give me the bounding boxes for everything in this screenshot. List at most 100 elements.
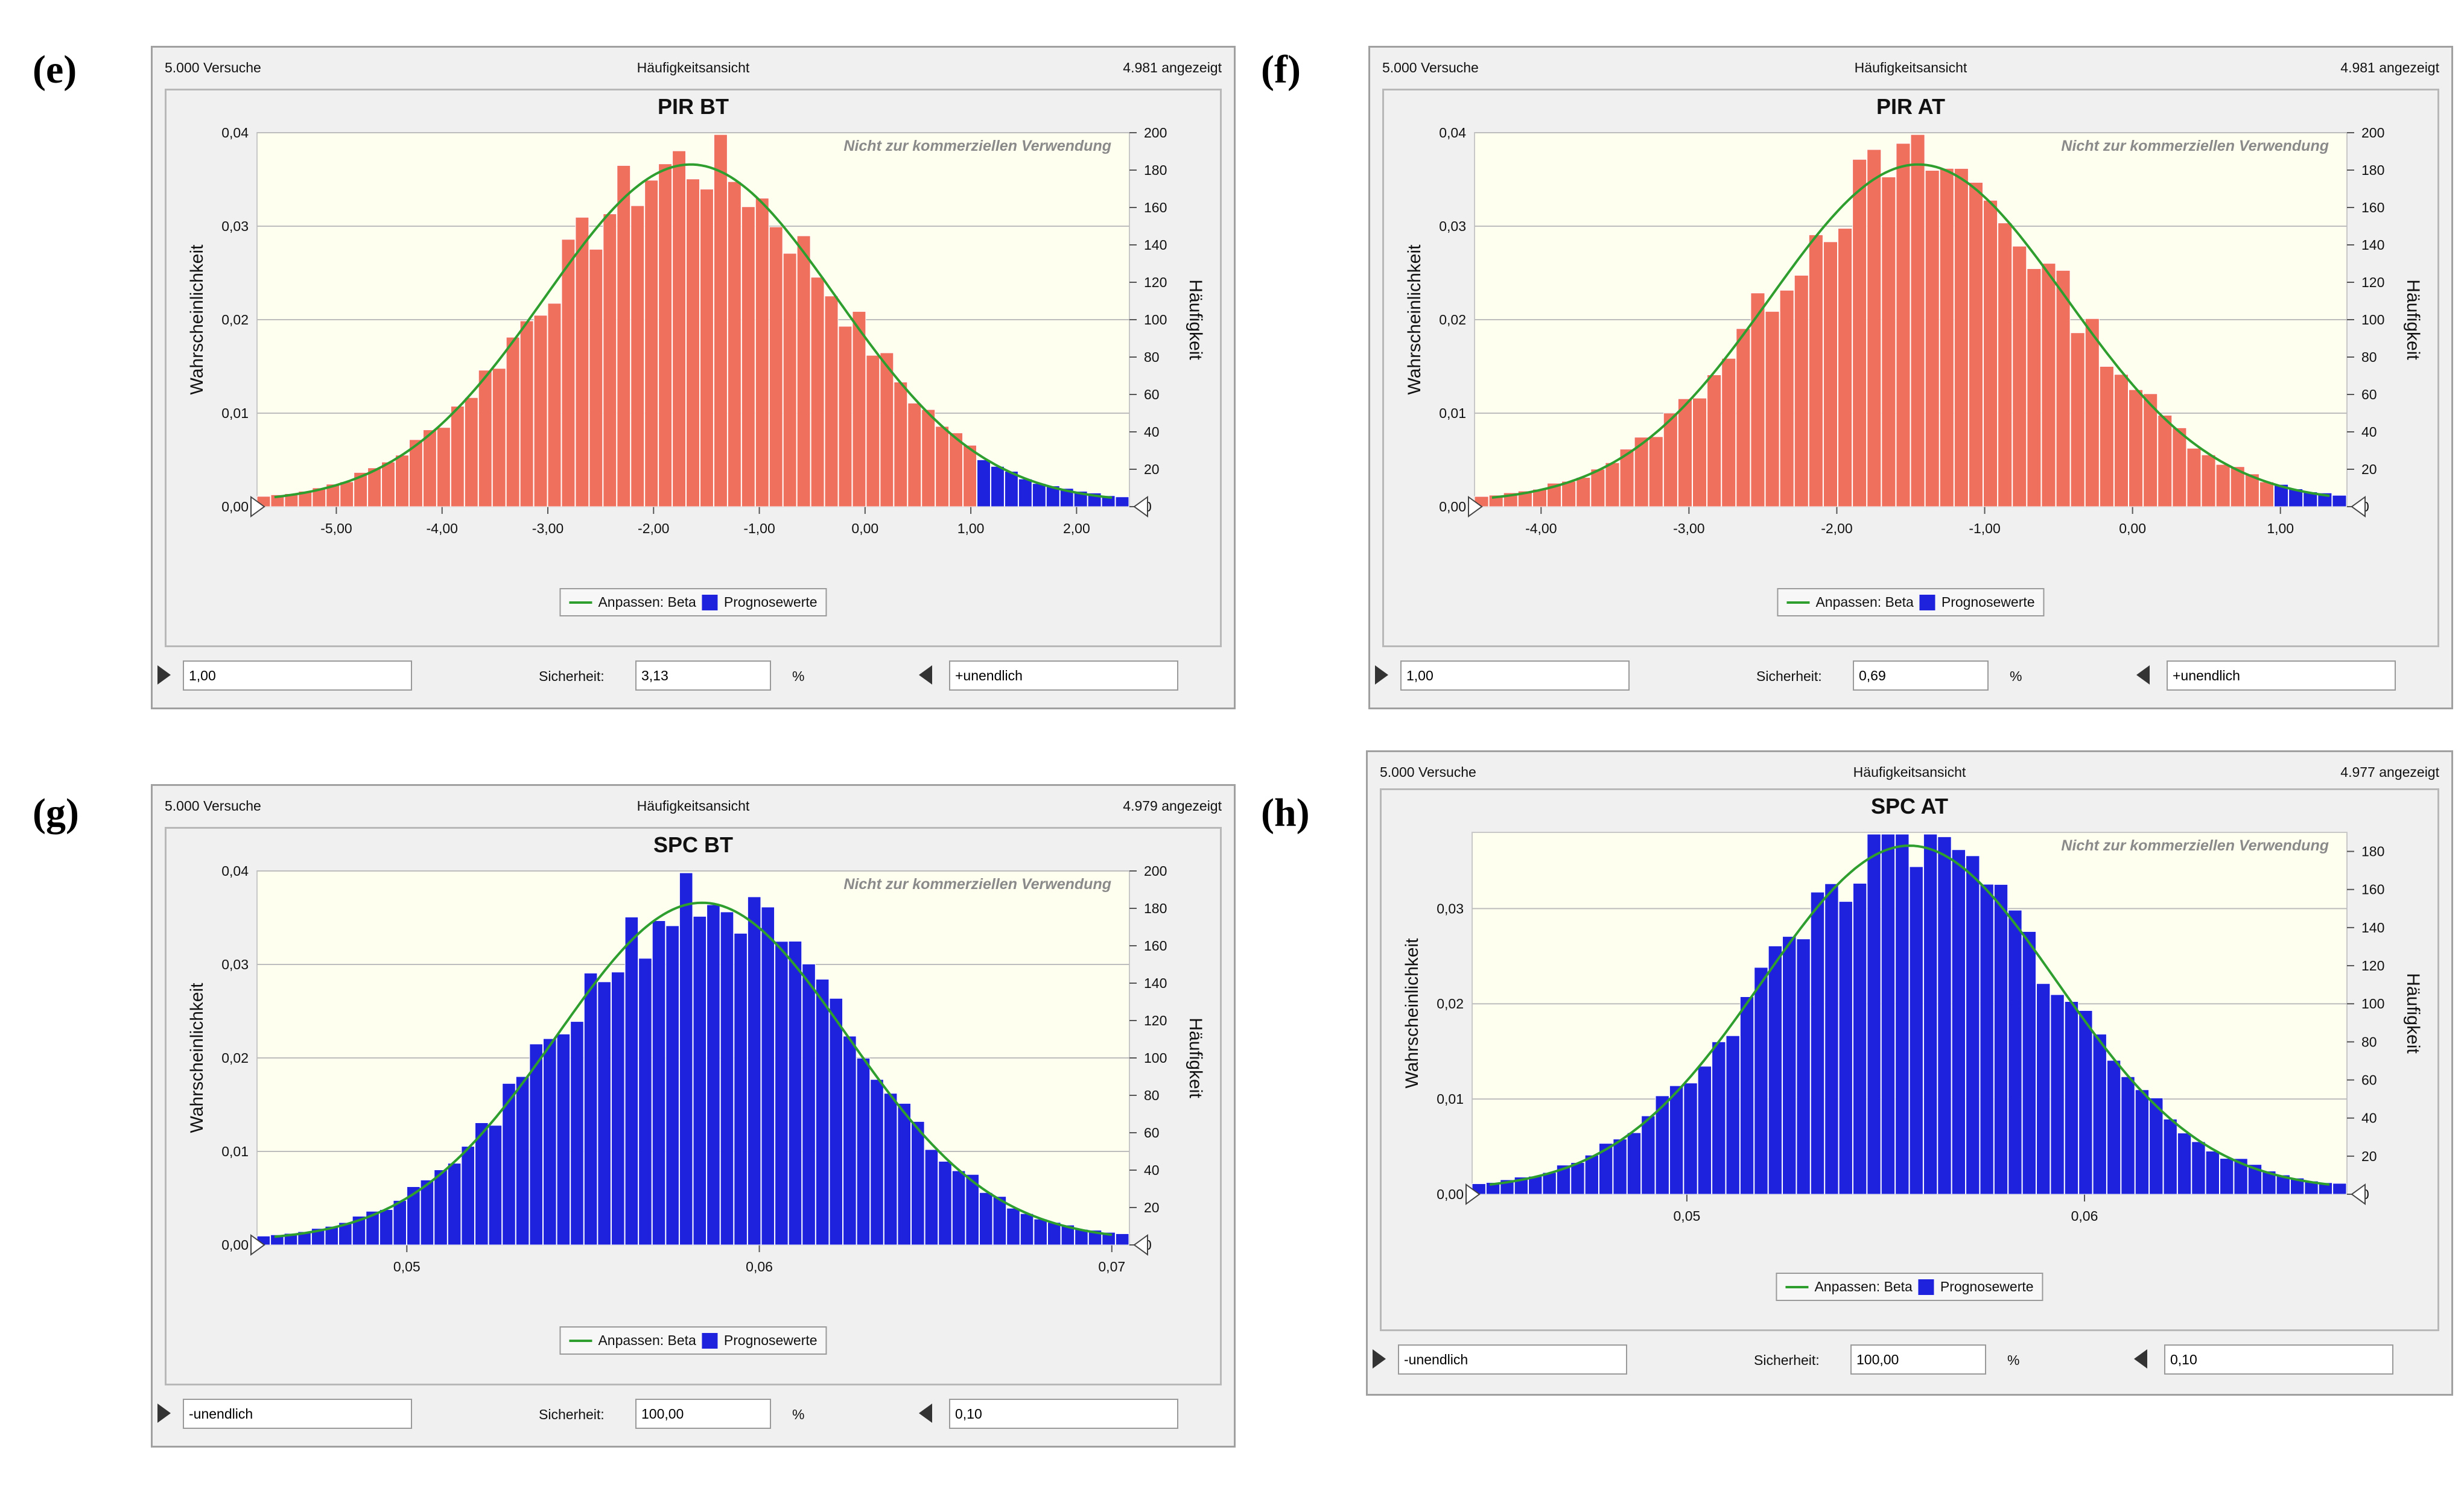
histogram-bar	[2022, 931, 2036, 1195]
y2-tick-label: 20	[1144, 1200, 1160, 1215]
histogram-bar	[492, 368, 506, 507]
histogram-bar	[1951, 849, 1966, 1195]
histogram-bar	[464, 397, 478, 507]
chart-title: PIR BT	[657, 94, 729, 119]
panel-label: (e)	[33, 48, 77, 92]
y2-tick-label: 160	[1144, 938, 1167, 954]
histogram-bar	[1779, 290, 1794, 507]
right-grabber-icon[interactable]	[919, 1404, 932, 1423]
histogram-bar	[1517, 490, 1532, 507]
left-grabber-icon[interactable]	[157, 665, 171, 685]
upper-bound-field[interactable]: 0,10	[949, 1399, 1178, 1429]
right-grabber-icon[interactable]	[919, 665, 932, 685]
histogram-bar	[1765, 311, 1780, 507]
y2-axis-title: Häufigkeit	[1186, 279, 1205, 360]
y2-tick-label: 20	[1144, 461, 1160, 477]
histogram-bar	[1669, 1085, 1684, 1195]
histogram-bar	[1034, 1218, 1047, 1246]
x-tick-label: 0,05	[393, 1259, 421, 1274]
histogram-bar	[686, 179, 700, 507]
left-grabber-icon[interactable]	[1375, 665, 1388, 685]
histogram-bar	[408, 439, 423, 507]
histogram-bar	[2041, 263, 2056, 507]
histogram-bar	[788, 941, 802, 1246]
histogram-bar	[769, 226, 783, 507]
fit-line-swatch	[569, 1339, 592, 1342]
histogram-bar	[2234, 1158, 2248, 1195]
y-tick-label: 0,03	[1437, 901, 1464, 916]
histogram-bar	[1937, 836, 1952, 1195]
histogram-bar	[852, 311, 866, 507]
histogram-bar	[2220, 1158, 2234, 1195]
percent-label: %	[792, 1407, 805, 1422]
histogram-bar	[1061, 1224, 1075, 1246]
x-tick-label: 0,05	[1674, 1208, 1701, 1224]
y-tick-label: 0,02	[1437, 996, 1464, 1011]
x-tick-label: -1,00	[743, 521, 775, 536]
y2-tick-label: 120	[2361, 958, 2384, 973]
histogram-bar	[2186, 448, 2202, 507]
lower-bound-field[interactable]: -unendlich	[1398, 1344, 1627, 1375]
view-title: Häufigkeitsansicht	[637, 798, 750, 814]
y-tick-label: 0,03	[221, 957, 249, 972]
histogram-bar	[2106, 1060, 2121, 1195]
certainty-field[interactable]: 100,00	[635, 1399, 771, 1429]
right-grabber-icon[interactable]	[2134, 1349, 2147, 1369]
x-tick-label: -5,00	[320, 521, 352, 536]
certainty-bar: 1,00 Sicherheit: 0,69 % +unendlich	[1370, 658, 2451, 694]
lower-bound-field[interactable]: 1,00	[1400, 660, 1630, 691]
percent-label: %	[2007, 1352, 2020, 1368]
histogram-bar	[713, 134, 728, 507]
histogram-bar	[547, 303, 562, 507]
view-title: Häufigkeitsansicht	[1853, 764, 1966, 780]
y2-tick-label: 60	[1144, 1125, 1160, 1141]
histogram-bar	[1881, 834, 1896, 1195]
histogram-bar	[1712, 1041, 1726, 1195]
histogram-bar	[992, 1196, 1007, 1246]
certainty-field[interactable]: 0,69	[1853, 660, 1989, 691]
right-bound-marker	[2351, 496, 2366, 518]
x-tick-label: 0,06	[2071, 1208, 2098, 1224]
legend-values-label: Prognosewerte	[1940, 1279, 2034, 1294]
histogram-bar	[325, 1226, 339, 1246]
histogram-bar	[665, 925, 679, 1246]
chart-legend: Anpassen: Beta Prognosewerte	[1777, 588, 2045, 616]
histogram-bar	[1613, 1139, 1627, 1195]
histogram-bar	[2332, 495, 2347, 507]
upper-bound-field[interactable]: 0,10	[2164, 1344, 2393, 1375]
histogram-window: 5.000 Versuche Häufigkeitsansicht 4.977 …	[1366, 750, 2453, 1396]
histogram-bar	[1561, 481, 1577, 507]
histogram-bar	[1808, 234, 1823, 507]
histogram-bar	[838, 326, 853, 507]
lower-bound-field[interactable]: 1,00	[183, 660, 412, 691]
certainty-label: Sicherheit:	[539, 668, 605, 684]
right-bound-marker	[2351, 1183, 2366, 1205]
certainty-label: Sicherheit:	[539, 1407, 605, 1422]
upper-bound-field[interactable]: +unendlich	[949, 660, 1178, 691]
left-bound-marker	[250, 1234, 265, 1256]
certainty-field[interactable]: 3,13	[635, 660, 771, 691]
left-grabber-icon[interactable]	[157, 1404, 171, 1423]
upper-bound-field[interactable]: +unendlich	[2167, 660, 2396, 691]
displayed-count: 4.979 angezeigt	[1123, 798, 1222, 814]
right-grabber-icon[interactable]	[2136, 665, 2150, 685]
histogram-bar	[2205, 1151, 2220, 1195]
certainty-field[interactable]: 100,00	[1850, 1344, 1986, 1375]
histogram-bar	[802, 963, 816, 1246]
histogram-chart: 0,000,010,020,03020406080100120140160180…	[1402, 832, 2423, 1224]
histogram-bar	[883, 1093, 898, 1246]
lower-bound-field[interactable]: -unendlich	[183, 1399, 412, 1429]
forecast-swatch	[702, 594, 718, 610]
histogram-bar	[949, 432, 964, 507]
histogram-bar	[2143, 393, 2158, 507]
histogram-bar	[1794, 274, 1809, 507]
histogram-bar	[407, 1186, 421, 1246]
histogram-bar	[1910, 134, 1925, 507]
x-tick-label: -1,00	[1969, 521, 2000, 536]
histogram-bar	[1697, 1066, 1712, 1195]
certainty-bar: -unendlich Sicherheit: 100,00 % 0,10	[153, 1396, 1234, 1432]
histogram-bar	[1584, 1154, 1599, 1195]
histogram-bar	[1923, 834, 1938, 1195]
left-grabber-icon[interactable]	[1373, 1349, 1386, 1369]
histogram-bar	[1896, 143, 1911, 507]
